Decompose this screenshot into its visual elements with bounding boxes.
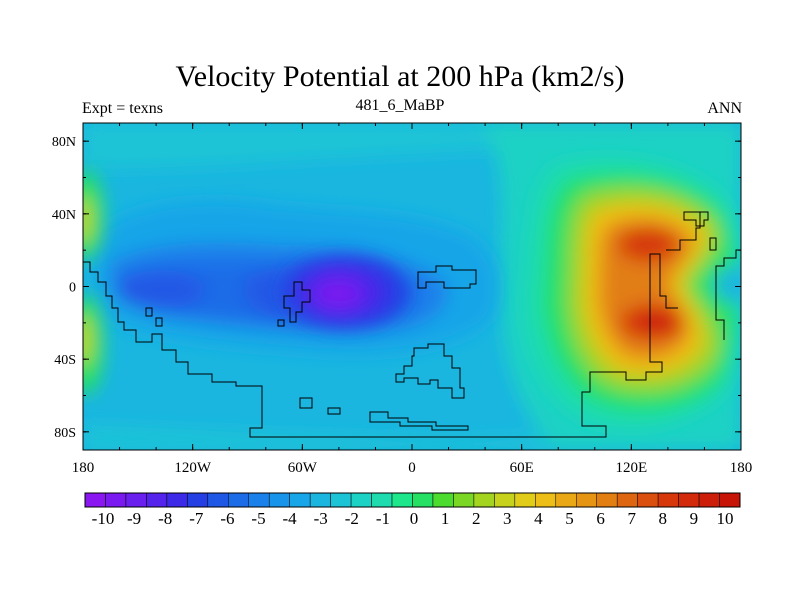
colorbar-swatch: [657, 492, 679, 508]
coastline-west-island-3: [277, 319, 285, 327]
west-edge-high-south-core: [83, 314, 92, 366]
colorbar-swatch: [678, 492, 700, 508]
colorbar-label: 7: [627, 509, 636, 528]
colorbar-label: 10: [717, 509, 734, 528]
colorbar-swatch: [453, 492, 475, 508]
coastline-east-island-1: [709, 237, 717, 251]
coastline-south-landmass: [395, 343, 465, 399]
colorbar-swatch: [309, 492, 331, 508]
colorbar-label: 4: [534, 509, 543, 528]
colorbar-swatch: [719, 492, 741, 508]
colorbar-label: -6: [220, 509, 234, 528]
colorbar: -10 -9 -8 -7 -6 -5 -4 -3 -2 -1 0 1 2 3 4 5 6 7 8 9 10: [84, 492, 741, 528]
colorbar-label: -1: [376, 509, 390, 528]
colorbar-swatch: [555, 492, 577, 508]
coastline-east-coast: [715, 249, 741, 340]
chart-title: Velocity Potential at 200 hPa (km2/s): [175, 60, 625, 93]
colorbar-label: -4: [283, 509, 298, 528]
coastlines: [83, 211, 741, 438]
x-axis: 180 120W 60W 0 60E 120E 180: [72, 123, 753, 476]
colorbar-swatch: [289, 492, 311, 508]
x-tick-label: 60E: [510, 460, 534, 476]
coastline-south-island-2: [327, 407, 341, 415]
colorbar-label: -10: [92, 509, 115, 528]
colorbar-label: -2: [345, 509, 359, 528]
colorbar-label: -3: [314, 509, 328, 528]
coastline-west-island-1: [145, 307, 153, 317]
colorbar-frame: [84, 492, 741, 508]
colorbar-label: 3: [503, 509, 512, 528]
y-tick-label: 80N: [52, 135, 76, 150]
colorbar-swatch: [84, 492, 106, 508]
colorbar-label: 8: [659, 509, 668, 528]
y-tick-label: 80S: [54, 426, 76, 441]
colorbar-swatch: [371, 492, 393, 508]
coastline-south-island-1: [299, 397, 313, 409]
coastline-central-island: [283, 281, 311, 323]
colorbar-label: 5: [565, 509, 574, 528]
y-axis: 80N 40N 0 40S 80S: [52, 135, 741, 441]
west-edge-high-north-core: [83, 196, 92, 244]
colorbar-swatch: [350, 492, 372, 508]
x-tick-label: 0: [408, 460, 416, 476]
colorbar-swatch: [391, 492, 413, 508]
contour-field: [83, 123, 741, 450]
y-tick-label: 40N: [52, 208, 76, 223]
central-low-core: [316, 280, 360, 308]
colorbar-label: 9: [690, 509, 699, 528]
colorbar-label: -7: [189, 509, 204, 528]
coastline-east-continent: [666, 211, 709, 251]
case-label: 481_6_MaBP: [355, 97, 445, 114]
colorbar-label: -5: [251, 509, 265, 528]
colorbar-label: -8: [158, 509, 172, 528]
experiment-label: Expt = texns: [82, 100, 164, 117]
colorbar-swatch: [248, 492, 270, 508]
colorbar-swatch: [473, 492, 495, 508]
colorbar-swatch: [166, 492, 188, 508]
colorbar-swatch: [514, 492, 536, 508]
coastline-west-island-2: [155, 317, 163, 327]
x-tick-label: 180: [730, 460, 753, 476]
colorbar-label: 6: [596, 509, 605, 528]
colorbar-label: 1: [441, 509, 450, 528]
y-tick-label: 40S: [54, 353, 76, 368]
colorbar-swatch: [616, 492, 638, 508]
colorbar-swatch: [698, 492, 720, 508]
pacific-low-west-lobe: [115, 270, 205, 310]
colorbar-swatch: [576, 492, 597, 508]
asian-high-south-inner: [638, 312, 674, 332]
y-tick-label: 0: [69, 281, 76, 296]
colorbar-swatch: [146, 492, 168, 508]
colorbar-swatch: [535, 492, 557, 508]
colorbar-swatch: [330, 492, 352, 508]
colorbar-swatch: [228, 492, 249, 508]
coastline-west-continent: [83, 253, 678, 438]
colorbar-swatch: [207, 492, 229, 508]
colorbar-label: 0: [410, 509, 419, 528]
x-tick-label: 180: [72, 460, 95, 476]
x-tick-label: 120W: [174, 460, 212, 476]
x-tick-label: 120E: [615, 460, 647, 476]
colorbar-label: 2: [472, 509, 481, 528]
colorbar-swatch: [637, 492, 659, 508]
colorbar-swatch: [268, 492, 290, 508]
coastline-south-peninsula: [369, 411, 469, 431]
colorbar-swatch: [494, 492, 516, 508]
x-tick-label: 60W: [288, 460, 318, 476]
season-label: ANN: [707, 100, 742, 117]
coastline-north-landmass: [417, 265, 477, 289]
colorbar-swatch: [596, 492, 618, 508]
colorbar-swatch: [187, 492, 209, 508]
colorbar-swatch: [125, 492, 147, 508]
colorbar-swatch: [105, 492, 127, 508]
colorbar-swatch: [412, 492, 434, 508]
east-edge-dip: [714, 267, 741, 303]
colorbar-swatch: [432, 492, 454, 508]
colorbar-label: -9: [127, 509, 141, 528]
asian-high-north-core: [618, 228, 678, 262]
